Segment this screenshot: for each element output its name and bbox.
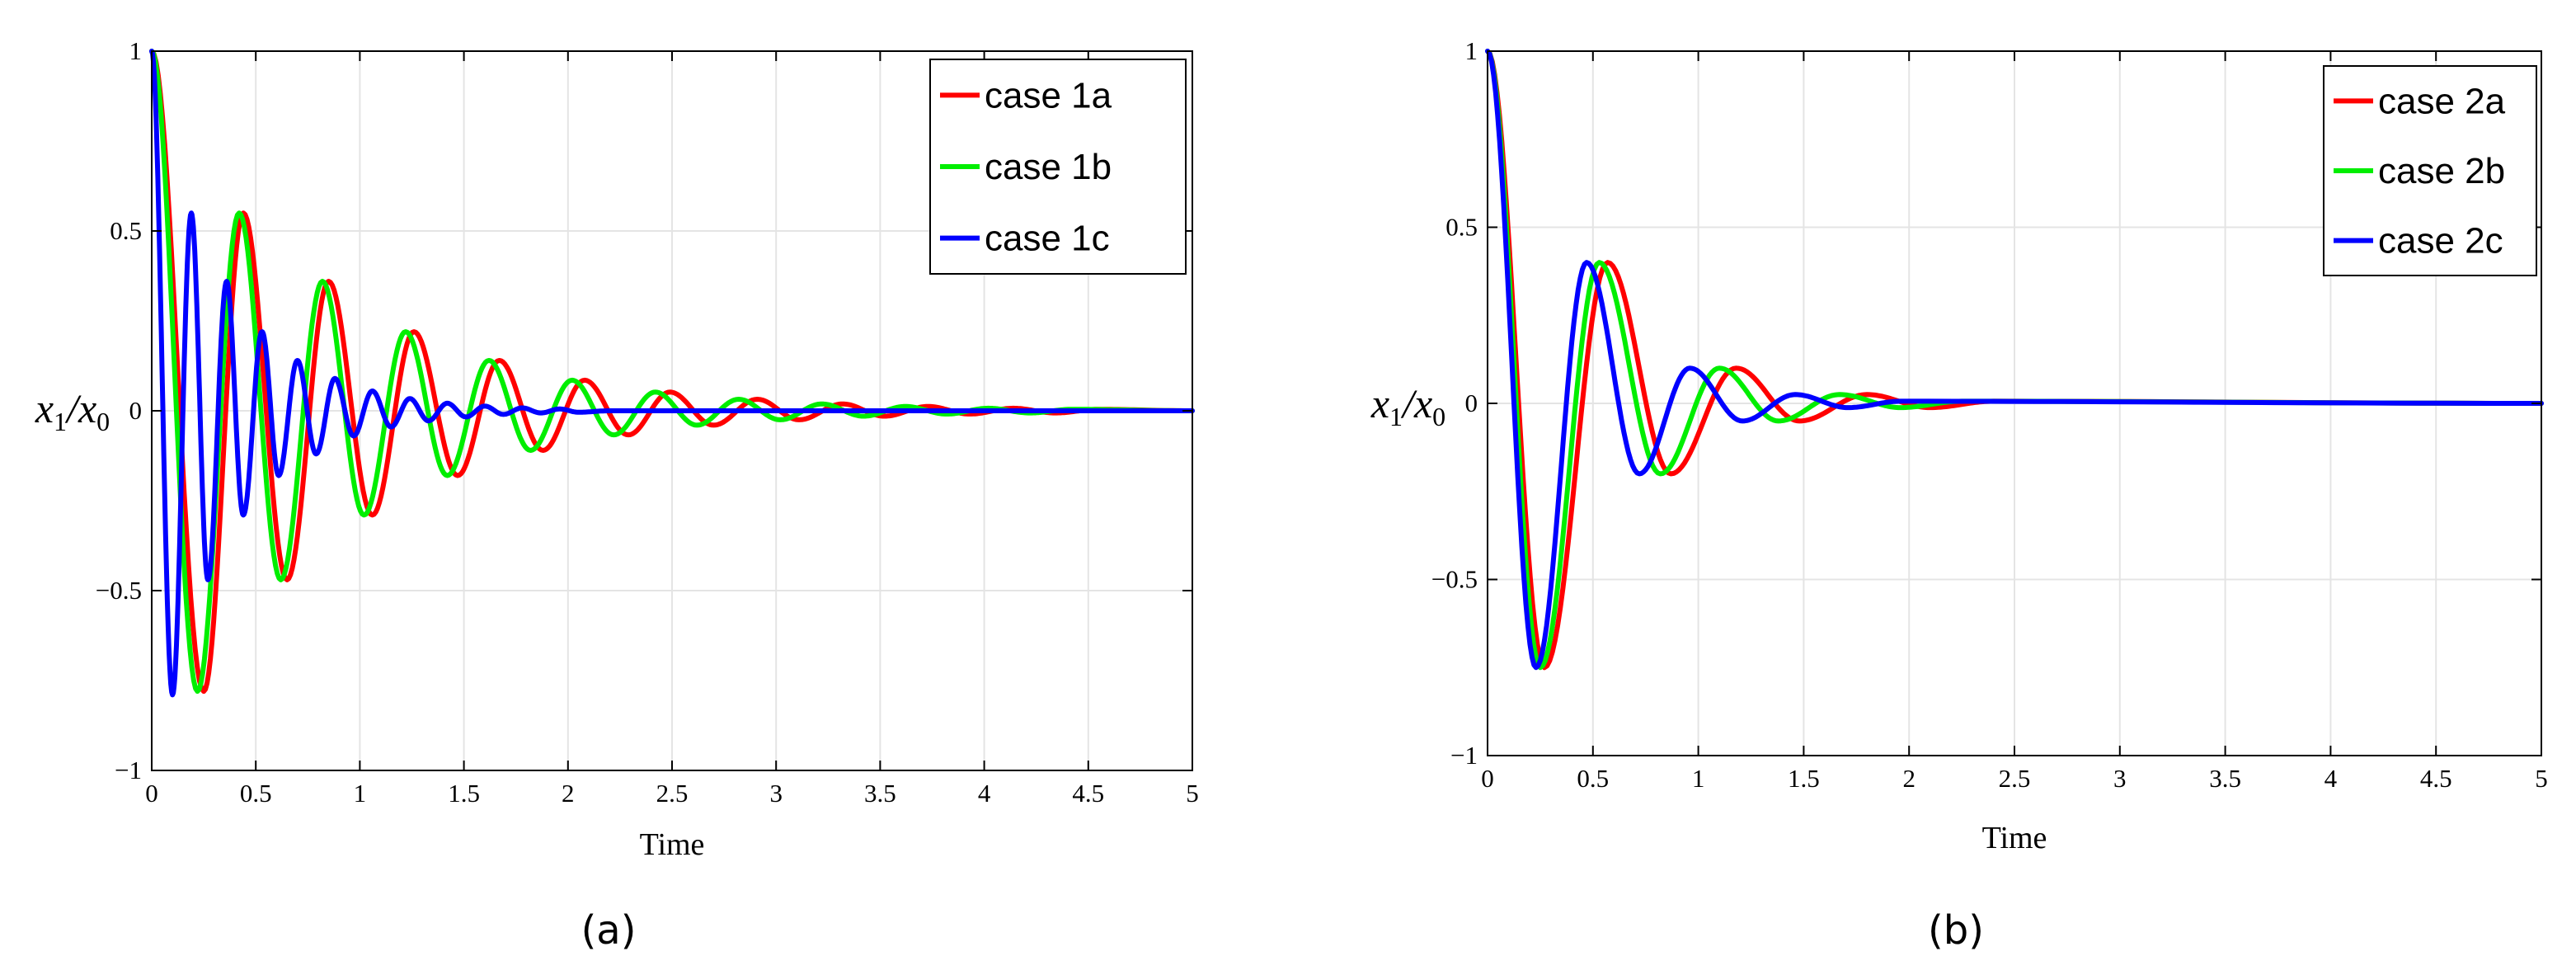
legend-entry: case 2a [2378, 81, 2506, 121]
x-tick-label: 0.5 [240, 779, 272, 808]
legend-entry: case 2b [2378, 151, 2505, 191]
legend-entry: case 1a [985, 75, 1112, 115]
x-tick-label: 1 [354, 779, 367, 808]
panel-label-a: (a) [581, 907, 637, 954]
x-tick-label: 3 [769, 779, 783, 808]
legend-a: case 1a case 1b case 1c [929, 59, 1187, 275]
x-tick-label: 2 [1902, 764, 1916, 793]
y-tick-label: −0.5 [96, 576, 142, 605]
y-tick-label: −1 [115, 756, 142, 784]
series-line-case-1b [149, 49, 1195, 695]
x-tick-label: 1.5 [1788, 764, 1820, 793]
x-tick-label: 0 [1481, 764, 1494, 793]
y-tick-label: 0 [129, 396, 143, 425]
y-tick-label: 0.5 [110, 216, 142, 245]
x-tick-label: 3.5 [2209, 764, 2241, 793]
series-line-case-2b [1485, 49, 2544, 671]
x-tick-label: 1 [1692, 764, 1705, 793]
x-tick-label: 5 [2535, 764, 2548, 793]
x-tick-label: 4 [978, 779, 991, 808]
chart-panel-b: 0 0.5 1 1.5 2 2.5 3 3.5 4 4.5 5 −1 −0.5 0 0.5 1 Time x1… [1370, 36, 2548, 954]
y-tick-label: −0.5 [1431, 565, 1478, 594]
x-tick-label: 3.5 [864, 779, 896, 808]
x-tick-label: 4.5 [2420, 764, 2452, 793]
series-layer-a [149, 49, 1195, 698]
y-tick-label: 0.5 [1445, 213, 1478, 242]
y-axis-label-b: x1/x0 [1370, 380, 1445, 431]
ticks-a: 0 0.5 1 1.5 2 2.5 3 3.5 4 4.5 5 −1 −0.5 0 0.5 1 [96, 36, 1199, 808]
legend-entry: case 2c [2378, 221, 2503, 261]
panel-label-b: (b) [1928, 907, 1984, 954]
legend-entry: case 1b [985, 147, 1112, 187]
y-axis-label-a: x1/x0 [35, 385, 110, 436]
x-tick-label: 2.5 [656, 779, 689, 808]
x-tick-label: 1.5 [448, 779, 480, 808]
x-tick-label: 0.5 [1577, 764, 1609, 793]
x-tick-label: 4.5 [1072, 779, 1104, 808]
y-tick-label: 0 [1465, 389, 1478, 417]
chart-panel-a: 0 0.5 1 1.5 2 2.5 3 3.5 4 4.5 5 −1 −0.5 0 0.5 1 Time x1… [35, 36, 1199, 954]
series-layer-b [1485, 49, 2544, 671]
series-line-case-2c [1485, 49, 2544, 671]
x-tick-label: 2.5 [1999, 764, 2031, 793]
x-tick-label: 0 [145, 779, 158, 808]
legend-entry: case 1c [985, 219, 1110, 259]
series-line-case-2a [1485, 49, 2544, 671]
x-tick-label: 3 [2113, 764, 2127, 793]
legend-b: case 2a case 2b case 2c [2323, 65, 2537, 276]
series-line-case-1a [149, 49, 1195, 695]
x-axis-label-a: Time [640, 827, 705, 862]
series-line-case-1c [149, 49, 1195, 698]
x-tick-label: 5 [1186, 779, 1199, 808]
x-tick-label: 4 [2325, 764, 2338, 793]
x-tick-label: 2 [562, 779, 575, 808]
ticks-b: 0 0.5 1 1.5 2 2.5 3 3.5 4 4.5 5 −1 −0.5 0 0.5 1 [1431, 36, 2548, 793]
x-axis-label-b: Time [1982, 821, 2047, 855]
y-tick-label: 1 [129, 36, 143, 65]
y-tick-label: −1 [1450, 741, 1478, 770]
y-tick-label: 1 [1465, 36, 1478, 65]
